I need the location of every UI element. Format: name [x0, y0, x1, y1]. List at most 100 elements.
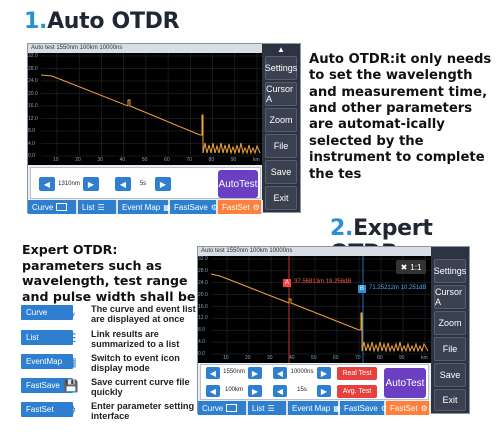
legend-list-button: List	[21, 330, 73, 345]
zoom-button[interactable]: Zoom	[265, 108, 297, 132]
wavelength-value: 1310nm	[58, 181, 80, 187]
range-next-button[interactable]: ▶	[248, 385, 262, 397]
expert-otdr-device: Auto test 1550nm 100km 10000ns 32.0 28.0 2…	[197, 246, 470, 415]
auto-otdr-description: Auto OTDR:it only needs to set the wavel…	[309, 52, 492, 182]
pulse-prev-button[interactable]: ◀	[273, 367, 287, 379]
autotest-button[interactable]: AutoTest	[218, 170, 258, 198]
tab-event-map[interactable]: Event Map ▦	[118, 200, 171, 214]
y-tick-label: 32.0	[198, 256, 208, 262]
auto-otdr-heading: 1.Auto OTDR	[24, 9, 180, 34]
auto-control-panel: ◀ 1310nm ▶ ◀ 5s ▶ AutoTest	[30, 167, 261, 199]
wavelength-prev-button[interactable]: ◀	[39, 177, 55, 191]
y-tick-label: 8.0	[28, 128, 35, 134]
gear-icon: ⚙	[420, 403, 428, 413]
exit-button[interactable]: Exit	[434, 389, 466, 411]
tab-fast-save[interactable]: FastSave ⚙	[340, 401, 388, 415]
legend-fast-set-text: Enter parameter setting interface	[91, 401, 195, 422]
exit-button[interactable]: Exit	[265, 186, 297, 210]
x-tick-label: 30	[97, 157, 103, 163]
y-tick-label: 16.0	[198, 303, 208, 310]
zoom-button[interactable]: Zoom	[434, 311, 466, 335]
time-prev-button[interactable]: ◀	[273, 385, 287, 397]
x-tick-label: 70	[355, 355, 361, 361]
x-tick-label: km	[421, 355, 428, 361]
auto-trace-plot: 32.0 28.0 24.0 20.0 16.0 12.0 8.0 4.0 0.0 10 20 30…	[28, 53, 263, 165]
x-tick-label: 10	[223, 355, 229, 361]
legend-fast-set-button: FastSet	[21, 402, 73, 417]
autotest-button[interactable]: AutoTest	[384, 368, 426, 398]
y-tick-label: 24.0	[198, 279, 208, 286]
real-test-button[interactable]: Real Test	[337, 367, 377, 380]
legend-event-map-text: Switch to event icon display mode	[91, 353, 180, 374]
wavelength-value: 1550nm	[223, 369, 245, 375]
x-tick-label: km	[253, 157, 260, 163]
y-tick-label: 4.0	[198, 339, 205, 346]
time-next-button[interactable]: ▶	[317, 385, 331, 397]
list-icon: ☰	[97, 202, 105, 212]
legend-event-map-button: EventMap	[21, 354, 73, 369]
wavelength-prev-button[interactable]: ◀	[206, 367, 220, 379]
event-map-icon: ▦	[333, 403, 341, 413]
fast-save-icon: 💾	[63, 378, 79, 393]
expert-sidebar: Settings Cursor A Zoom File Save Exit	[431, 247, 469, 413]
auto-sidebar: ▲ Settings Cursor A Zoom File Save Exit	[262, 44, 300, 212]
x-tick-label: 70	[186, 157, 192, 163]
y-tick-label: 20.0	[198, 291, 208, 298]
y-tick-label: 12.0	[198, 315, 208, 322]
curve-icon: ∿	[65, 305, 77, 320]
y-tick-label: 32.0	[28, 53, 38, 59]
time-value: 15s	[297, 387, 307, 393]
expert-trace-svg	[210, 256, 431, 363]
x-tick-label: 90	[230, 157, 237, 163]
x-tick-label: 20	[75, 157, 81, 163]
tab-list[interactable]: List ☰	[248, 401, 288, 415]
avg-test-button[interactable]: Avg. Test	[337, 385, 377, 398]
x-tick-label: 20	[245, 355, 251, 361]
x-tick-label: 40	[119, 157, 126, 163]
wavelength-next-button[interactable]: ▶	[248, 367, 262, 379]
tab-list[interactable]: List ☰	[78, 200, 118, 214]
file-button[interactable]: File	[434, 337, 466, 361]
y-tick-label: 12.0	[28, 115, 38, 122]
save-button[interactable]: Save	[265, 160, 297, 184]
curve-icon	[56, 203, 68, 211]
marker-a-badge: A	[283, 279, 291, 287]
tab-fast-set[interactable]: FastSet ⚙	[218, 200, 263, 214]
pulse-next-button[interactable]: ▶	[317, 367, 331, 379]
y-tick-label: 20.0	[28, 90, 38, 97]
settings-button[interactable]: Settings	[434, 259, 466, 283]
tab-fast-save[interactable]: FastSave ⚙	[170, 200, 218, 214]
tab-fast-set[interactable]: FastSet ⚙	[386, 401, 431, 415]
time-next-button[interactable]: ▶	[155, 177, 171, 191]
pulse-value: 10000ns	[290, 369, 314, 375]
cursor-a-button[interactable]: Cursor A	[265, 82, 297, 106]
tab-event-map[interactable]: Event Map ▦	[288, 401, 341, 415]
marker-b-badge: B	[358, 285, 366, 293]
range-prev-button[interactable]: ◀	[206, 385, 220, 397]
save-button[interactable]: Save	[434, 363, 466, 387]
fast-save-icon: ⚙	[380, 403, 388, 413]
x-tick-label: 80	[208, 157, 215, 163]
y-tick-label: 8.0	[198, 327, 205, 334]
wavelength-next-button[interactable]: ▶	[83, 177, 99, 191]
gear-icon: ⚙	[252, 202, 260, 212]
expert-otdr-description: Expert OTDR: parameters such as waveleng…	[22, 242, 196, 319]
x-tick-label: 10	[53, 157, 59, 163]
zoom-fit-control[interactable]: ✖ 1:1	[396, 260, 426, 274]
tab-curve[interactable]: Curve	[28, 200, 78, 214]
marker-a-readout: 37.56813m 19.256dB	[294, 279, 352, 285]
time-prev-button[interactable]: ◀	[115, 177, 131, 191]
range-value: 100km	[224, 387, 243, 393]
settings-button[interactable]: Settings	[265, 56, 297, 80]
file-button[interactable]: File	[265, 134, 297, 158]
x-tick-label: 80	[377, 355, 383, 361]
x-tick-label: 40	[289, 355, 295, 361]
auto-tab-bar: Curve List ☰ Event Map ▦ FastSave ⚙ FastSet…	[28, 200, 263, 214]
auto-trace-line	[40, 74, 261, 155]
tab-curve[interactable]: Curve	[198, 401, 248, 415]
y-tick-label: 28.0	[198, 267, 208, 274]
cursor-a-button[interactable]: Cursor A	[434, 285, 466, 309]
legend-fast-save-text: Save current curve file quickly	[91, 377, 190, 398]
chevron-up-icon[interactable]: ▲	[277, 45, 285, 54]
expand-icon: ✖	[400, 262, 408, 272]
